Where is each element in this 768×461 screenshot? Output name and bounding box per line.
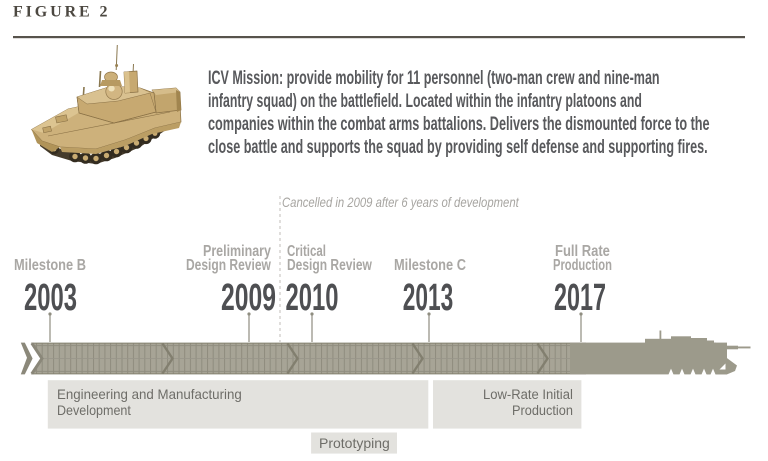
- svg-text:Cancelled in 2009 after 6 year: Cancelled in 2009 after 6 years of devel…: [282, 195, 519, 210]
- svg-text:Critical: Critical: [287, 242, 326, 259]
- svg-text:Production: Production: [512, 402, 573, 418]
- svg-text:close battle and supports the: close battle and supports the squad by p…: [208, 136, 708, 157]
- svg-text:2009: 2009: [221, 276, 276, 319]
- svg-text:2010: 2010: [286, 275, 339, 318]
- svg-text:2003: 2003: [24, 275, 77, 318]
- svg-text:Preliminary: Preliminary: [203, 242, 271, 260]
- svg-text:Production: Production: [553, 256, 612, 273]
- svg-text:2017: 2017: [554, 275, 606, 318]
- svg-text:Low-Rate Initial: Low-Rate Initial: [483, 387, 573, 403]
- svg-text:Design Review: Design Review: [287, 255, 372, 273]
- svg-text:companies within the combat ar: companies within the combat arms battali…: [208, 113, 710, 134]
- svg-text:Development: Development: [57, 402, 131, 418]
- svg-text:2013: 2013: [403, 276, 453, 318]
- svg-text:FIGURE 2: FIGURE 2: [13, 4, 110, 21]
- svg-text:Milestone C: Milestone C: [394, 257, 466, 274]
- svg-text:Prototyping: Prototyping: [319, 435, 390, 451]
- svg-text:Engineering and Manufacturing: Engineering and Manufacturing: [57, 387, 242, 402]
- svg-text:Full Rate: Full Rate: [555, 243, 610, 260]
- svg-text:Milestone B: Milestone B: [14, 257, 86, 274]
- svg-text:Design Review: Design Review: [186, 255, 271, 273]
- svg-text:infantry squad) on the battlef: infantry squad) on the battlefield. Loca…: [208, 90, 642, 112]
- svg-text:ICV Mission: provide mobility: ICV Mission: provide mobility for 11 per…: [208, 67, 660, 88]
